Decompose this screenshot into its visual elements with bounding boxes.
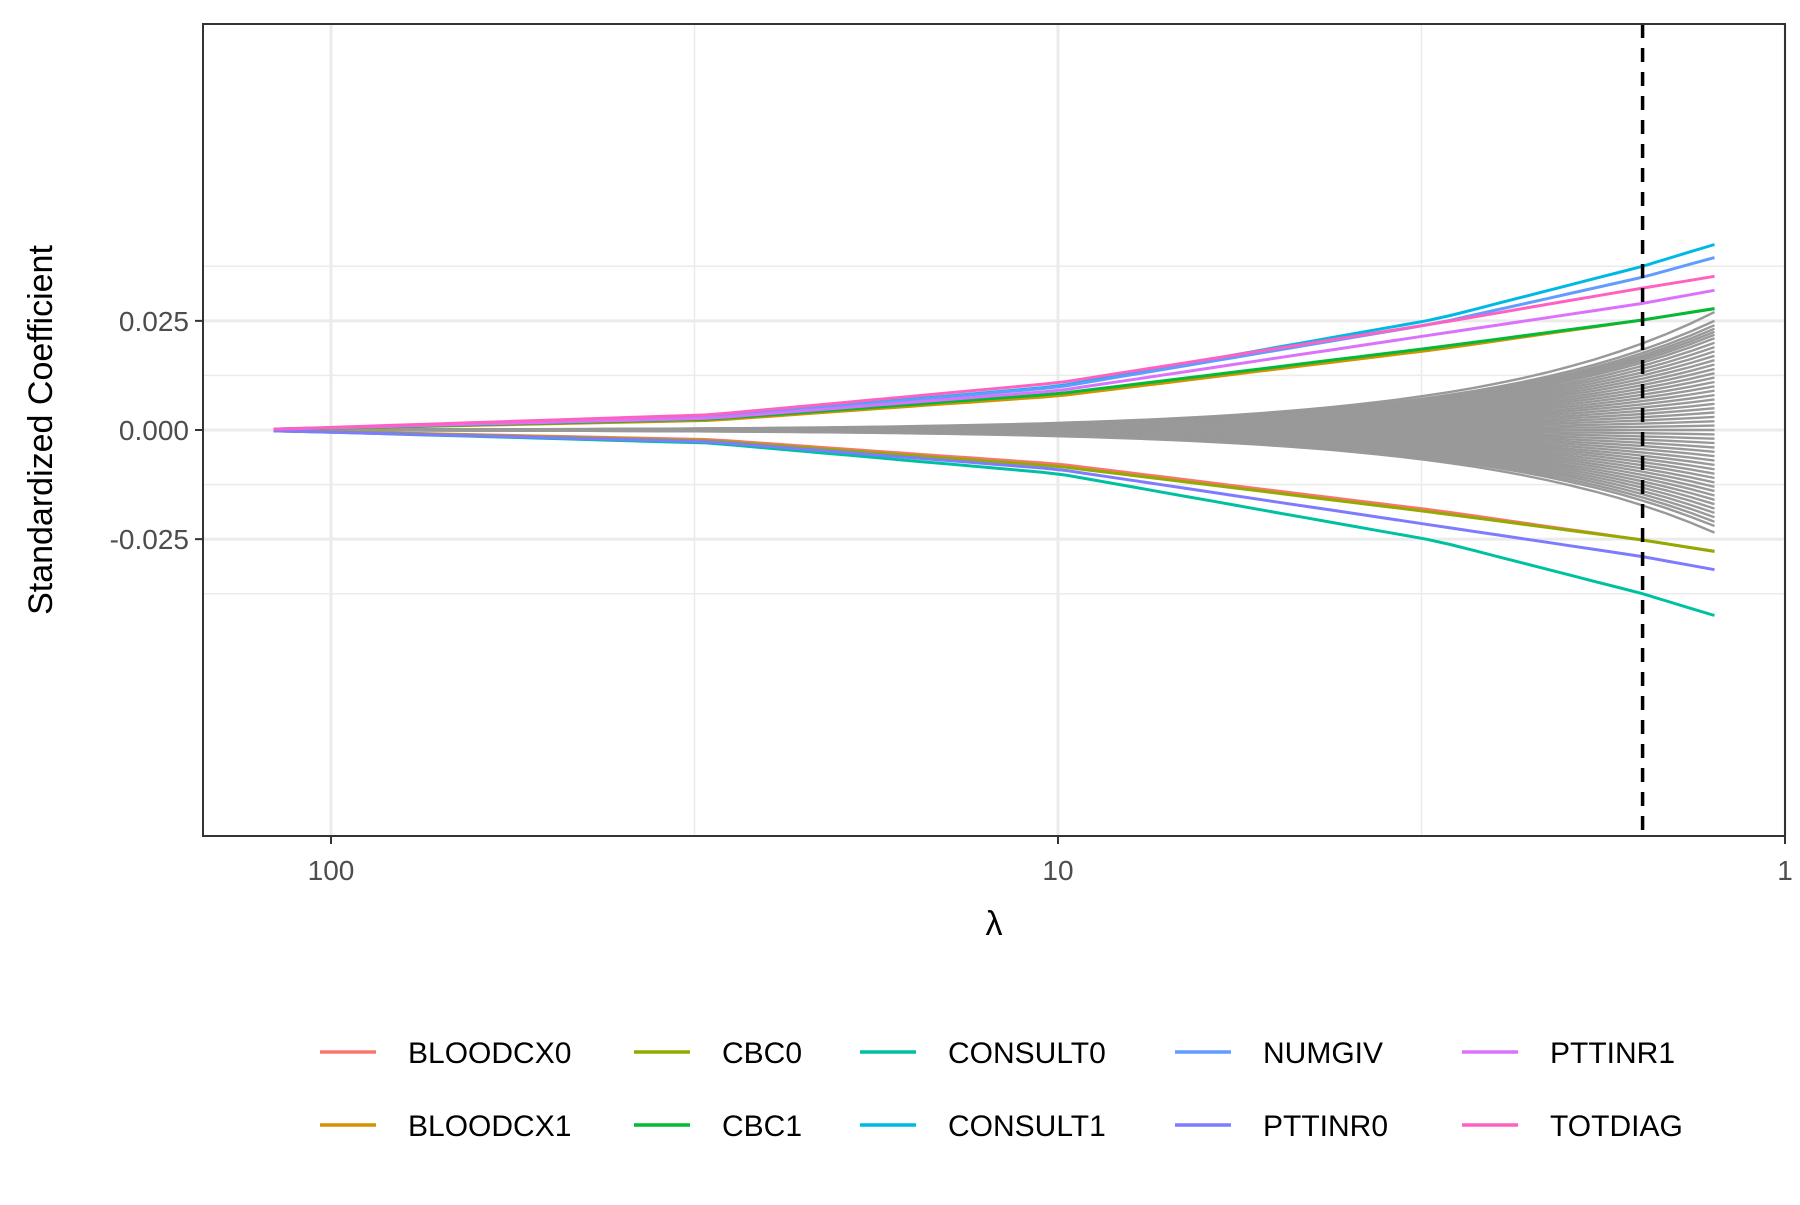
legend-item: PTTINR0 xyxy=(1175,1110,1388,1143)
y-tick-label: 0.025 xyxy=(119,306,189,337)
x-tick-label: 1 xyxy=(1777,855,1793,886)
legend-label: CBC1 xyxy=(722,1110,802,1143)
legend-item: CONSULT1 xyxy=(860,1110,1106,1143)
labeled-paths xyxy=(273,243,1715,617)
legend-label: CBC0 xyxy=(722,1037,802,1070)
legend-item: CBC0 xyxy=(634,1037,802,1070)
legend-item: NUMGIV xyxy=(1175,1037,1383,1070)
y-tick-label: -0.025 xyxy=(110,524,189,555)
series-line-pttinr1 xyxy=(273,288,1715,431)
axes: 0.025 0.000 -0.025 100 10 1 xyxy=(110,306,1793,886)
legend-label: NUMGIV xyxy=(1263,1037,1383,1070)
legend-item: CONSULT0 xyxy=(860,1037,1106,1070)
legend-label: CONSULT0 xyxy=(948,1037,1106,1070)
x-tick-label: 100 xyxy=(308,855,355,886)
series-line-pttinr0 xyxy=(273,429,1715,572)
legend-label: PTTINR0 xyxy=(1263,1110,1388,1143)
legend-item: TOTDIAG xyxy=(1462,1110,1683,1143)
x-tick-label: 10 xyxy=(1042,855,1073,886)
legend-label: TOTDIAG xyxy=(1550,1110,1683,1143)
legend-label: BLOODCX0 xyxy=(408,1037,571,1070)
x-axis-title: λ xyxy=(986,905,1003,943)
legend-item: BLOODCX1 xyxy=(320,1110,571,1143)
background-paths xyxy=(273,311,1716,534)
y-axis-title: Standardized Coefficient xyxy=(22,245,60,615)
y-tick-label: 0.000 xyxy=(119,415,189,446)
legend-label: BLOODCX1 xyxy=(408,1110,571,1143)
legend-item: CBC1 xyxy=(634,1110,802,1143)
legend-item: BLOODCX0 xyxy=(320,1037,571,1070)
legend-label: CONSULT1 xyxy=(948,1110,1106,1143)
legend-item: PTTINR1 xyxy=(1462,1037,1675,1070)
legend: BLOODCX0 BLOODCX1 CBC0 CBC1 CONSULT0 CONSULT1… xyxy=(320,1037,1683,1143)
background-coefficient-path xyxy=(273,429,1715,534)
series-line-totdiag xyxy=(273,274,1715,431)
legend-label: PTTINR1 xyxy=(1550,1037,1675,1070)
